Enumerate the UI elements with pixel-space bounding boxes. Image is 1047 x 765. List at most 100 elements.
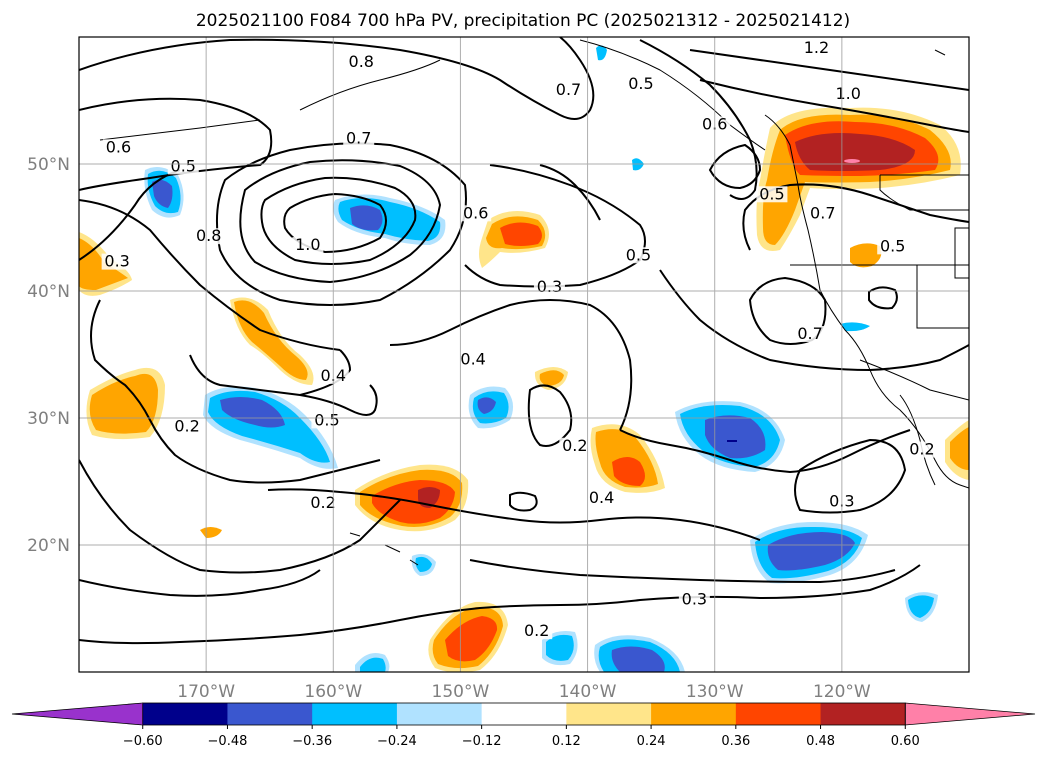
colorbar-tick-label: 0.36	[721, 734, 750, 749]
contour-label: 0.7	[797, 324, 822, 343]
contour-label: 1.2	[804, 38, 829, 57]
contour-label-background	[622, 247, 654, 264]
contour-label-background	[800, 40, 832, 57]
precip-positive-area	[950, 427, 969, 470]
precip-positive-area	[795, 133, 915, 171]
precip-negative-area	[908, 595, 934, 618]
precip-positive-area	[850, 243, 882, 268]
longitude-tick-label: 150°W	[432, 682, 490, 702]
contour-label: 0.2	[524, 621, 549, 640]
longitude-tick-label: 160°W	[304, 682, 362, 702]
contour-label: 0.6	[463, 203, 488, 222]
colorbar-tick-label: −0.12	[462, 734, 502, 749]
latitude-tick-label: 50°N	[27, 155, 70, 175]
precip-negative-area	[360, 657, 386, 672]
contour-label: 0.2	[909, 440, 934, 459]
contour-label-background	[794, 325, 826, 342]
contour-label: 1.0	[835, 84, 860, 103]
contour-label: 0.7	[346, 128, 371, 147]
contour-label: 0.2	[174, 417, 199, 436]
contour-label-background	[292, 237, 324, 254]
contour-label: 0.2	[562, 436, 587, 455]
contour-label-background	[311, 412, 343, 429]
colorbar-segment	[481, 703, 567, 725]
contour-label: 0.3	[537, 277, 562, 296]
colorbar-tick-labels: −0.60 −0.48 −0.36 −0.24 −0.12 0.12 0.24 0.36 0.4…	[123, 725, 920, 749]
contour-label-background	[343, 130, 375, 147]
colorbar-segment	[651, 703, 737, 725]
contour-label-background	[832, 85, 864, 102]
precip-positive-area	[539, 370, 564, 386]
colorbar-extend-max	[904, 702, 1036, 726]
gridlines	[79, 37, 969, 672]
colorbar-segment	[227, 703, 313, 725]
map-frame	[78, 36, 970, 673]
colorbar-tick-label: −0.60	[123, 734, 163, 749]
contour-label-background	[460, 205, 492, 222]
contour-label: 0.7	[810, 203, 835, 222]
contour-label-background	[877, 238, 909, 255]
precip-negative-area	[767, 532, 855, 571]
colorbar-tick-label: −0.24	[377, 734, 417, 749]
contour-label-background	[171, 418, 203, 435]
contour-label: 0.5	[759, 184, 784, 203]
contour-label-background	[167, 158, 199, 175]
map-title: 2025021100 F084 700 hPa PV, precipitatio…	[196, 11, 850, 31]
precip-negative-area	[152, 179, 173, 208]
contour-label-background	[457, 351, 489, 368]
contour-label-background	[101, 253, 133, 270]
contour-label: 0.2	[310, 493, 335, 512]
colorbar-extend-min	[11, 702, 144, 726]
contour-label: 0.5	[880, 236, 905, 255]
precip-negative-area	[611, 646, 665, 672]
colorbar-outline	[142, 702, 906, 726]
precip-negative-area	[596, 45, 607, 61]
contour-label-background	[807, 205, 839, 222]
precip-negative-area	[705, 415, 766, 459]
contour-label: 0.8	[196, 226, 221, 245]
colorbar-segment	[566, 703, 652, 725]
precip-positive-area	[844, 159, 860, 163]
colorbar-segment	[735, 703, 822, 725]
precipitation-shading	[79, 45, 969, 672]
precip-negative-area	[477, 397, 496, 414]
contour-label-background	[193, 228, 225, 245]
colorbar-tick-label: −0.36	[292, 734, 332, 749]
precip-positive-area	[200, 527, 222, 538]
precip-positive-area	[89, 373, 158, 434]
coastlines	[99, 39, 969, 566]
precip-positive-area	[612, 457, 645, 486]
contour-label: 0.4	[589, 488, 614, 507]
colorbar-tick-label: 0.48	[806, 734, 835, 749]
contour-label: 0.3	[682, 589, 707, 608]
precip-negative-area	[415, 556, 432, 572]
precip-positive-area	[234, 300, 308, 380]
pv-contours	[79, 37, 969, 645]
contour-label: 0.8	[349, 52, 374, 71]
precip-negative-area	[840, 322, 870, 332]
colorbar	[11, 702, 1036, 726]
precip-negative-area	[350, 205, 383, 231]
contour-label: 0.5	[314, 410, 339, 429]
colorbar-tick-label: 0.12	[552, 734, 581, 749]
colorbar-tick-label: −0.48	[208, 734, 248, 749]
longitude-tick-labels: 170°W 160°W 150°W 140°W 130°W 120°W	[177, 682, 871, 702]
contour-label: 0.5	[628, 74, 653, 93]
contour-label: 0.7	[556, 80, 581, 99]
colorbar-segment	[396, 703, 483, 725]
longitude-tick-label: 120°W	[813, 682, 871, 702]
precip-negative-area	[727, 440, 737, 442]
contour-label: 0.3	[104, 252, 129, 271]
latitude-tick-label: 40°N	[27, 282, 70, 302]
longitude-tick-label: 170°W	[177, 682, 235, 702]
contour-label: 0.4	[460, 349, 485, 368]
contour-label: 0.5	[171, 156, 196, 175]
colorbar-tick-label: 0.24	[637, 734, 666, 749]
longitude-tick-label: 130°W	[686, 682, 744, 702]
contour-label-background	[307, 494, 339, 511]
latitude-tick-labels: 20°N 30°N 40°N 50°N	[27, 155, 70, 556]
contour-label: 1.0	[295, 235, 320, 254]
contour-label-background	[559, 437, 591, 454]
colorbar-segment	[142, 703, 228, 725]
